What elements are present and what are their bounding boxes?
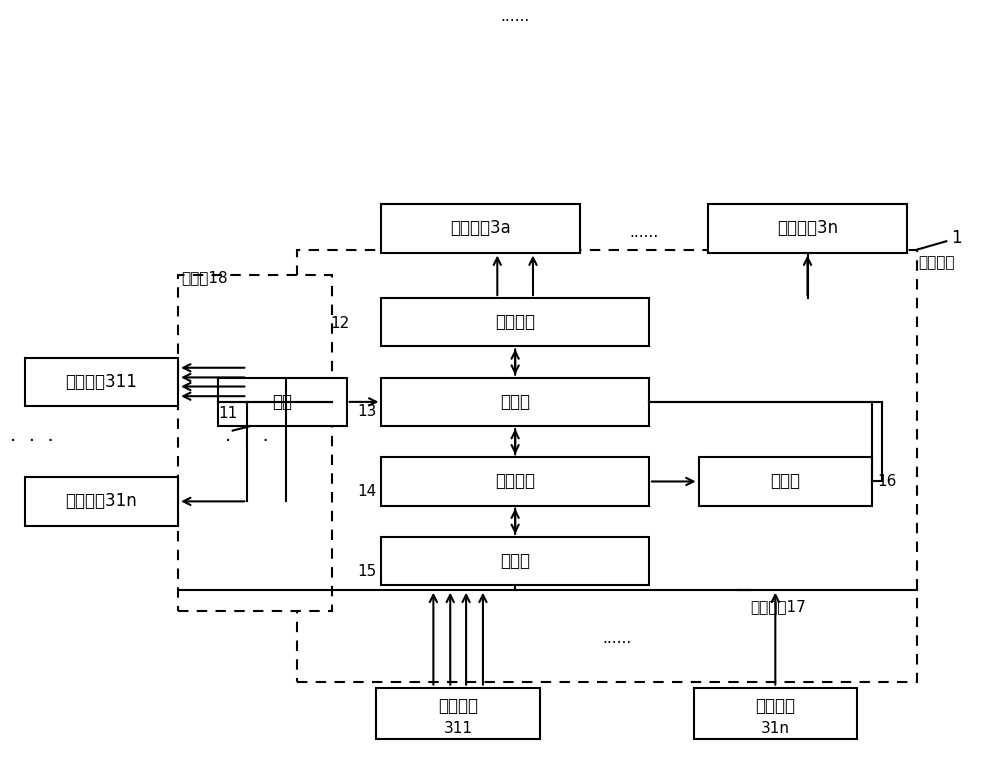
Text: 拉曼探头31n: 拉曼探头31n	[65, 492, 137, 511]
Bar	[297, 250, 917, 682]
Text: 1: 1	[951, 230, 962, 248]
Bar	[381, 458, 649, 505]
Text: ......: ......	[501, 9, 530, 24]
Text: 检测终端3a: 检测终端3a	[450, 220, 511, 237]
Bar	[218, 378, 347, 426]
Bar	[381, 537, 649, 585]
Text: ......: ......	[629, 225, 659, 240]
Text: 31n: 31n	[761, 721, 790, 736]
Text: ·  ·  ·: · · ·	[225, 432, 269, 451]
Bar	[708, 204, 907, 252]
Bar	[376, 688, 540, 739]
Text: 拉曼探头: 拉曼探头	[755, 696, 795, 714]
Text: 光源: 光源	[272, 393, 292, 411]
Bar	[699, 458, 872, 505]
Text: ·  ·  ·: · · ·	[10, 432, 54, 451]
Text: 分析装置: 分析装置	[495, 473, 535, 490]
Text: 计算机: 计算机	[500, 393, 530, 411]
Bar	[694, 688, 857, 739]
Text: ......: ......	[602, 632, 631, 646]
Bar	[381, 298, 649, 347]
Text: 11: 11	[218, 406, 237, 420]
Text: 滤光片: 滤光片	[500, 552, 530, 570]
Bar	[381, 204, 580, 252]
Text: 13: 13	[357, 404, 376, 420]
Text: 分束器18: 分束器18	[181, 270, 228, 285]
Text: 拉曼探头311: 拉曼探头311	[65, 373, 137, 391]
Text: 16: 16	[877, 473, 896, 489]
Text: 光纤接口17: 光纤接口17	[750, 600, 806, 615]
Bar	[178, 275, 332, 611]
Text: 12: 12	[330, 316, 350, 331]
Text: 14: 14	[357, 484, 376, 499]
Text: 检测终端3n: 检测终端3n	[777, 220, 838, 237]
Text: 拉曼探头: 拉曼探头	[438, 696, 478, 714]
Text: 通信装置: 通信装置	[495, 313, 535, 331]
Text: 转换器: 转换器	[770, 473, 800, 490]
Text: 311: 311	[444, 721, 473, 736]
Bar	[25, 477, 178, 526]
Text: 检测中心: 检测中心	[919, 255, 955, 271]
Bar	[25, 358, 178, 406]
Bar	[381, 378, 649, 426]
Text: 15: 15	[357, 564, 376, 578]
